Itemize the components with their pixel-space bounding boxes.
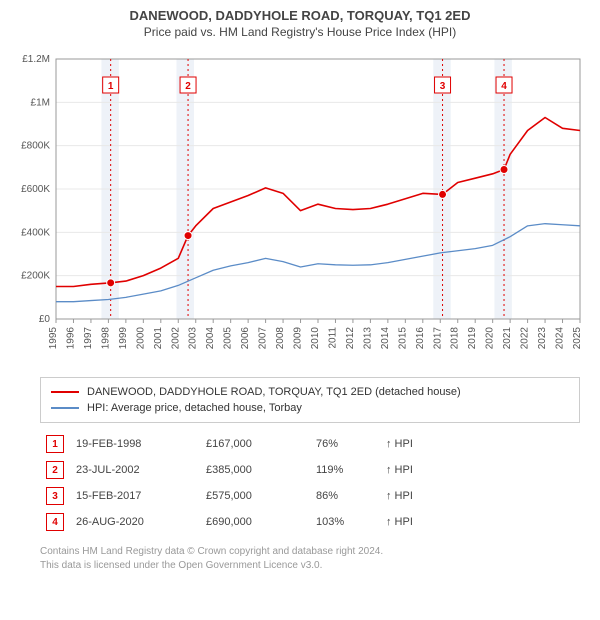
event-hpi: ↑ HPI bbox=[380, 457, 580, 483]
svg-text:2025: 2025 bbox=[572, 327, 583, 350]
svg-text:2006: 2006 bbox=[240, 327, 251, 350]
svg-text:£800K: £800K bbox=[21, 141, 50, 152]
svg-text:2007: 2007 bbox=[258, 327, 269, 350]
chart-svg: £0 £200K £400K £600K £800K £1M £1.2M 1995 1996 19… bbox=[10, 49, 590, 369]
event-pct: 119% bbox=[310, 457, 380, 483]
legend-label: HPI: Average price, detached house, Torb… bbox=[87, 402, 302, 414]
svg-text:1: 1 bbox=[108, 81, 114, 92]
svg-text:1999: 1999 bbox=[118, 327, 129, 350]
svg-text:2001: 2001 bbox=[153, 327, 164, 350]
chart-container: DANEWOOD, DADDYHOLE ROAD, TORQUAY, TQ1 2… bbox=[0, 0, 600, 580]
chart-title: DANEWOOD, DADDYHOLE ROAD, TORQUAY, TQ1 2… bbox=[10, 8, 590, 23]
event-price: £690,000 bbox=[200, 509, 310, 535]
event-marker: 2 bbox=[46, 461, 64, 479]
svg-text:2021: 2021 bbox=[502, 327, 513, 350]
event-marker: 3 bbox=[46, 487, 64, 505]
svg-text:2012: 2012 bbox=[345, 327, 356, 350]
legend: DANEWOOD, DADDYHOLE ROAD, TORQUAY, TQ1 2… bbox=[40, 377, 580, 423]
event-marker: 4 bbox=[46, 513, 64, 531]
events-table: 119-FEB-1998£167,00076%↑ HPI223-JUL-2002… bbox=[40, 431, 580, 535]
event-date: 19-FEB-1998 bbox=[70, 431, 200, 457]
svg-text:£1M: £1M bbox=[31, 97, 50, 108]
event-pct: 86% bbox=[310, 483, 380, 509]
svg-text:1995: 1995 bbox=[48, 327, 59, 350]
svg-text:2019: 2019 bbox=[467, 327, 478, 350]
svg-text:2016: 2016 bbox=[415, 327, 426, 350]
event-row: 2 23-JUL-2002£385,000119%↑ HPI bbox=[40, 457, 580, 483]
footer-line1: Contains HM Land Registry data © Crown c… bbox=[40, 545, 580, 559]
legend-item: HPI: Average price, detached house, Torb… bbox=[51, 400, 569, 416]
legend-swatch bbox=[51, 407, 79, 409]
footer-line2: This data is licensed under the Open Gov… bbox=[40, 559, 580, 573]
svg-text:2005: 2005 bbox=[223, 327, 234, 350]
svg-text:2017: 2017 bbox=[432, 327, 443, 350]
svg-text:2014: 2014 bbox=[380, 327, 391, 350]
event-price: £167,000 bbox=[200, 431, 310, 457]
event-row: 4 26-AUG-2020£690,000103%↑ HPI bbox=[40, 509, 580, 535]
svg-text:1997: 1997 bbox=[83, 327, 94, 350]
svg-text:£1.2M: £1.2M bbox=[22, 54, 50, 65]
svg-text:£400K: £400K bbox=[21, 227, 50, 238]
event-date: 15-FEB-2017 bbox=[70, 483, 200, 509]
svg-text:2: 2 bbox=[185, 81, 191, 92]
legend-swatch bbox=[51, 391, 79, 393]
svg-text:2023: 2023 bbox=[537, 327, 548, 350]
event-hpi: ↑ HPI bbox=[380, 483, 580, 509]
footer-attribution: Contains HM Land Registry data © Crown c… bbox=[40, 545, 580, 572]
svg-text:2022: 2022 bbox=[520, 327, 531, 350]
svg-text:4: 4 bbox=[501, 81, 507, 92]
svg-text:2009: 2009 bbox=[293, 327, 304, 350]
svg-text:£200K: £200K bbox=[21, 271, 50, 282]
svg-text:2020: 2020 bbox=[485, 327, 496, 350]
event-row: 1 19-FEB-1998£167,00076%↑ HPI bbox=[40, 431, 580, 457]
event-row: 3 15-FEB-2017£575,00086%↑ HPI bbox=[40, 483, 580, 509]
svg-text:2010: 2010 bbox=[310, 327, 321, 350]
chart-plot: £0 £200K £400K £600K £800K £1M £1.2M 1995 1996 19… bbox=[10, 49, 590, 369]
event-marker: 1 bbox=[46, 435, 64, 453]
svg-text:1998: 1998 bbox=[100, 327, 111, 350]
event-date: 23-JUL-2002 bbox=[70, 457, 200, 483]
legend-label: DANEWOOD, DADDYHOLE ROAD, TORQUAY, TQ1 2… bbox=[87, 386, 461, 398]
svg-text:£600K: £600K bbox=[21, 184, 50, 195]
event-date: 26-AUG-2020 bbox=[70, 509, 200, 535]
svg-text:2013: 2013 bbox=[362, 327, 373, 350]
svg-text:2002: 2002 bbox=[170, 327, 181, 350]
svg-text:2008: 2008 bbox=[275, 327, 286, 350]
svg-text:3: 3 bbox=[440, 81, 446, 92]
event-price: £385,000 bbox=[200, 457, 310, 483]
svg-text:1996: 1996 bbox=[65, 327, 76, 350]
svg-text:£0: £0 bbox=[39, 314, 51, 325]
legend-item: DANEWOOD, DADDYHOLE ROAD, TORQUAY, TQ1 2… bbox=[51, 384, 569, 400]
event-hpi: ↑ HPI bbox=[380, 509, 580, 535]
svg-text:2000: 2000 bbox=[135, 327, 146, 350]
svg-text:2003: 2003 bbox=[188, 327, 199, 350]
svg-text:2011: 2011 bbox=[327, 327, 338, 349]
svg-text:2015: 2015 bbox=[397, 327, 408, 350]
svg-text:2018: 2018 bbox=[450, 327, 461, 350]
svg-text:2024: 2024 bbox=[555, 327, 566, 350]
event-hpi: ↑ HPI bbox=[380, 431, 580, 457]
event-pct: 103% bbox=[310, 509, 380, 535]
event-pct: 76% bbox=[310, 431, 380, 457]
chart-subtitle: Price paid vs. HM Land Registry's House … bbox=[10, 25, 590, 39]
event-price: £575,000 bbox=[200, 483, 310, 509]
svg-text:2004: 2004 bbox=[205, 327, 216, 350]
